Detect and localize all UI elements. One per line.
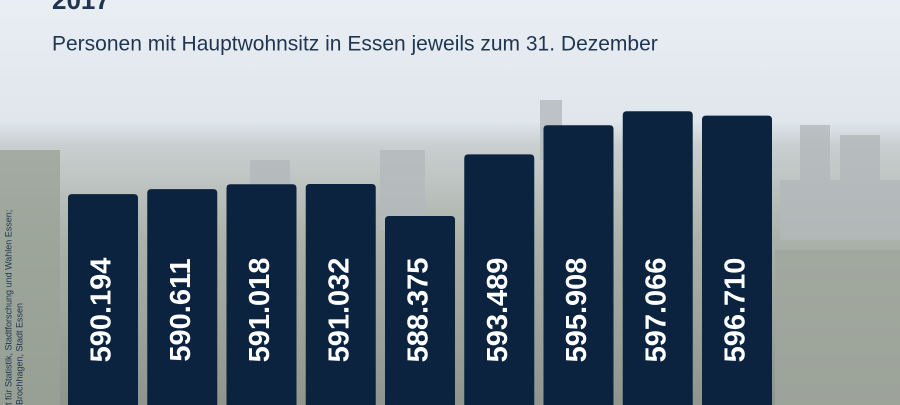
bars: 590.194 590.611 591.018 591.032 588.375 593.4… <box>68 111 772 405</box>
value-label: 588.375 <box>403 258 435 363</box>
source: t für Statistik, Stadtforschung und Wahl… <box>3 210 24 405</box>
value-label: 590.611 <box>165 258 197 361</box>
chart-subtitle: Personen mit Hauptwohnsitz in Essen jewe… <box>52 33 658 56</box>
bar <box>305 184 376 405</box>
bar <box>68 194 138 405</box>
bar <box>385 216 455 405</box>
value-label: 596.710 <box>720 258 752 363</box>
bar <box>147 189 218 405</box>
value-label: 597.066 <box>640 258 672 363</box>
bar <box>702 115 772 405</box>
bar <box>464 154 535 405</box>
value-label: 593.489 <box>482 258 514 363</box>
source-line: Brochhagen, Stadt Essen <box>14 303 24 405</box>
value-label: 590.194 <box>86 258 118 363</box>
source-line: t für Statistik, Stadtforschung und Wahl… <box>3 210 13 405</box>
chart-title: 2017 <box>52 0 110 15</box>
bar <box>622 111 693 405</box>
value-label: 591.018 <box>244 258 276 363</box>
bar <box>543 125 614 405</box>
value-label: 591.032 <box>323 258 355 363</box>
value-label: 595.908 <box>561 258 593 363</box>
bar <box>226 184 297 405</box>
